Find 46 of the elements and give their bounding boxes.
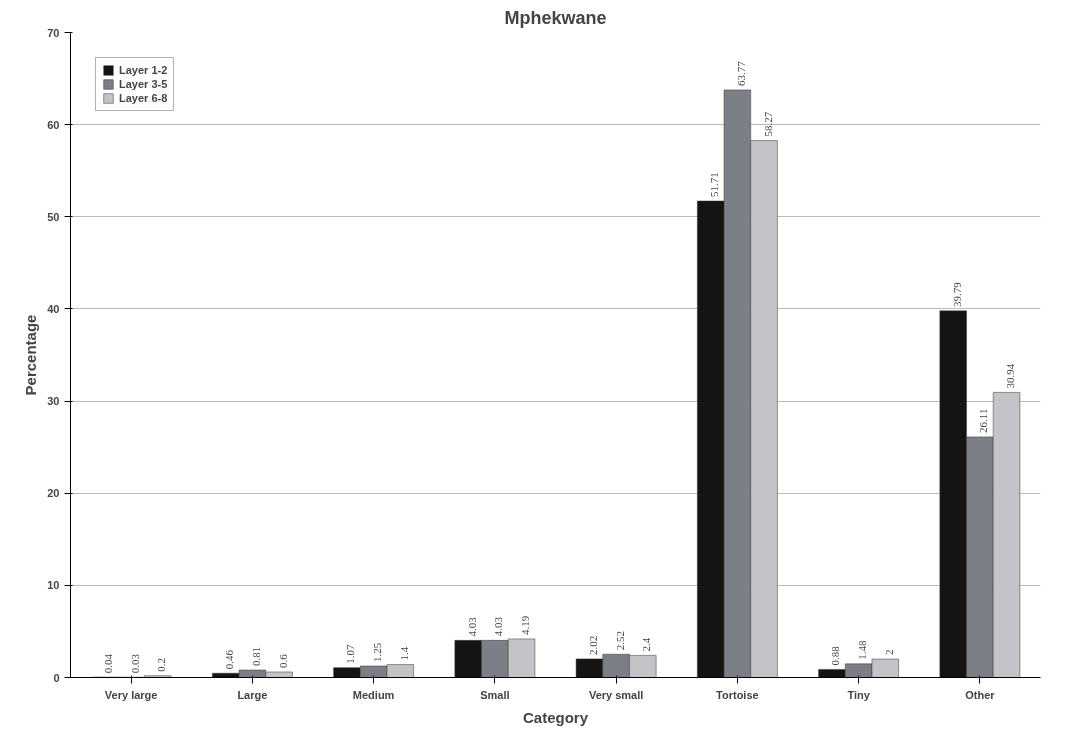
y-tick-label: 30 xyxy=(47,395,60,408)
data-label: 0.6 xyxy=(276,653,289,668)
data-label: 26.11 xyxy=(977,408,990,433)
legend-label: Layer 3-5 xyxy=(119,78,168,90)
data-label: 0.04 xyxy=(101,653,114,674)
x-tick-label: Other xyxy=(965,688,996,701)
data-label: 30.94 xyxy=(1004,363,1017,389)
data-label: 51.71 xyxy=(708,172,721,198)
data-label: 58.27 xyxy=(761,111,774,137)
x-tick-label: Very large xyxy=(104,688,158,701)
chart-title: Mphekwane xyxy=(504,7,607,28)
data-label: 2 xyxy=(882,649,895,656)
y-tick-label: 50 xyxy=(47,210,60,223)
legend-label: Layer 1-2 xyxy=(119,64,168,76)
x-tick-label: Small xyxy=(480,688,510,701)
x-tick-label: Tortoise xyxy=(716,688,759,701)
data-label: 4.03 xyxy=(492,616,505,637)
y-tick-label: 70 xyxy=(47,26,60,39)
y-axis-title: Percentage xyxy=(22,314,40,396)
data-label: 0.46 xyxy=(223,649,236,670)
data-label: 0.2 xyxy=(155,657,168,672)
data-label: 2.4 xyxy=(640,637,653,652)
data-label: 0.88 xyxy=(829,645,842,666)
data-label: 1.48 xyxy=(856,640,869,660)
y-tick-label: 40 xyxy=(47,302,60,315)
data-label: 2.52 xyxy=(613,631,626,651)
data-label: 2.02 xyxy=(586,635,599,655)
data-label: 0.81 xyxy=(249,646,262,667)
y-tick-label: 60 xyxy=(47,118,60,131)
legend-label: Layer 6-8 xyxy=(119,92,168,104)
x-tick-label: Large xyxy=(237,688,268,701)
x-tick-label: Very small xyxy=(588,688,644,701)
data-label: 39.79 xyxy=(950,281,963,307)
data-label: 1.25 xyxy=(371,642,384,662)
data-label: 0.03 xyxy=(128,653,141,674)
data-label: 4.03 xyxy=(465,616,478,637)
y-tick-label: 0 xyxy=(53,671,60,684)
y-tick-label: 20 xyxy=(47,487,60,500)
x-tick-label: Medium xyxy=(352,688,395,701)
data-label: 1.4 xyxy=(397,646,410,661)
data-label: 63.77 xyxy=(734,60,747,86)
x-axis-title: Category xyxy=(522,708,589,726)
data-label: 1.07 xyxy=(344,643,357,664)
x-tick-label: Tiny xyxy=(847,688,871,701)
data-label: 4.19 xyxy=(519,615,532,635)
y-tick-label: 10 xyxy=(47,579,60,592)
